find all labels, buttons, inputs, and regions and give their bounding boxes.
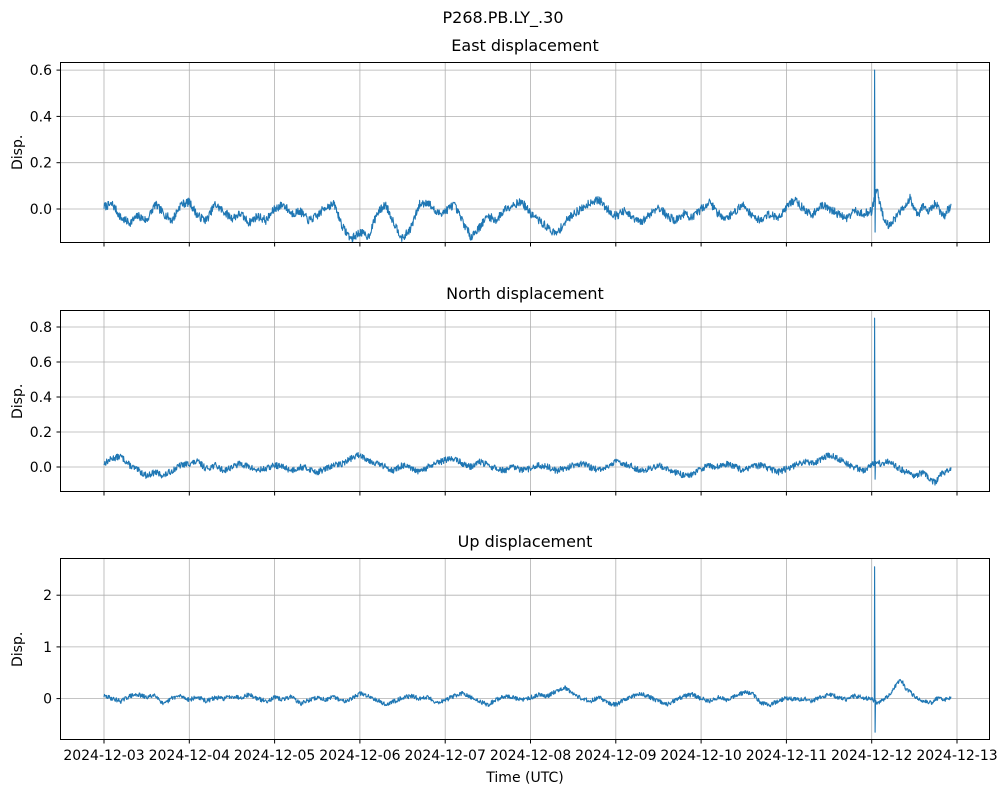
y-tick-label: 0.2	[30, 156, 52, 172]
y-tick-label: 0.2	[30, 425, 52, 441]
north-displacement-chart: 0.0 0.2 0.4 0.6 0.8	[30, 310, 990, 496]
x-tick-label: 2024-12-04	[149, 748, 230, 764]
x-tick-label: 2024-12-11	[746, 748, 827, 764]
y-tick-label: 0.6	[30, 63, 52, 79]
x-tick-label: 2024-12-07	[405, 748, 486, 764]
east-y-axis-label: Disp.	[10, 134, 26, 171]
series-line	[103, 566, 952, 733]
up-y-axis-label: Disp.	[10, 631, 26, 667]
north-y-axis-label: Disp.	[10, 383, 26, 419]
grid	[60, 62, 990, 243]
series-line	[103, 317, 952, 486]
x-tick-label: 2024-12-05	[234, 748, 315, 764]
north-panel-title: North displacement	[446, 284, 604, 303]
y-tick-label: 0.4	[30, 390, 52, 406]
y-tick-label: 0.0	[30, 202, 52, 218]
ticks: 0 1 2	[43, 588, 958, 744]
figure-suptitle: P268.PB.LY_.30	[442, 8, 564, 27]
axes-frame	[60, 558, 990, 740]
axes-frame	[60, 62, 990, 243]
east-panel-title: East displacement	[451, 36, 599, 55]
x-tick-label: 2024-12-08	[490, 748, 571, 764]
x-tick-label: 2024-12-09	[575, 748, 656, 764]
x-tick-label: 2024-12-06	[319, 748, 400, 764]
x-axis-label: Time (UTC)	[486, 770, 564, 786]
y-tick-label: 0.6	[30, 355, 52, 371]
y-tick-label: 0.4	[30, 109, 52, 125]
y-tick-label: 0.8	[30, 320, 52, 336]
y-tick-label: 1	[43, 640, 52, 656]
ticks: 0.0 0.2 0.4 0.6 0.8	[30, 320, 958, 496]
y-tick-label: 0.0	[30, 460, 52, 476]
x-tick-label: 2024-12-12	[831, 748, 912, 764]
x-tick-label: 2024-12-10	[660, 748, 741, 764]
axes-frame	[60, 310, 990, 492]
x-tick-label: 2024-12-03	[63, 748, 144, 764]
ticks: 0.0 0.2 0.4 0.6	[30, 63, 958, 247]
y-tick-label: 2	[43, 588, 52, 604]
east-displacement-chart: 0.0 0.2 0.4 0.6	[30, 62, 990, 247]
series-line	[103, 69, 952, 243]
x-tick-labels: 2024-12-03 2024-12-04 2024-12-05 2024-12-06…	[63, 748, 997, 764]
up-panel-title: Up displacement	[457, 532, 593, 551]
x-tick-label: 2024-12-13	[916, 748, 997, 764]
y-tick-label: 0	[43, 692, 52, 708]
grid	[60, 558, 990, 740]
